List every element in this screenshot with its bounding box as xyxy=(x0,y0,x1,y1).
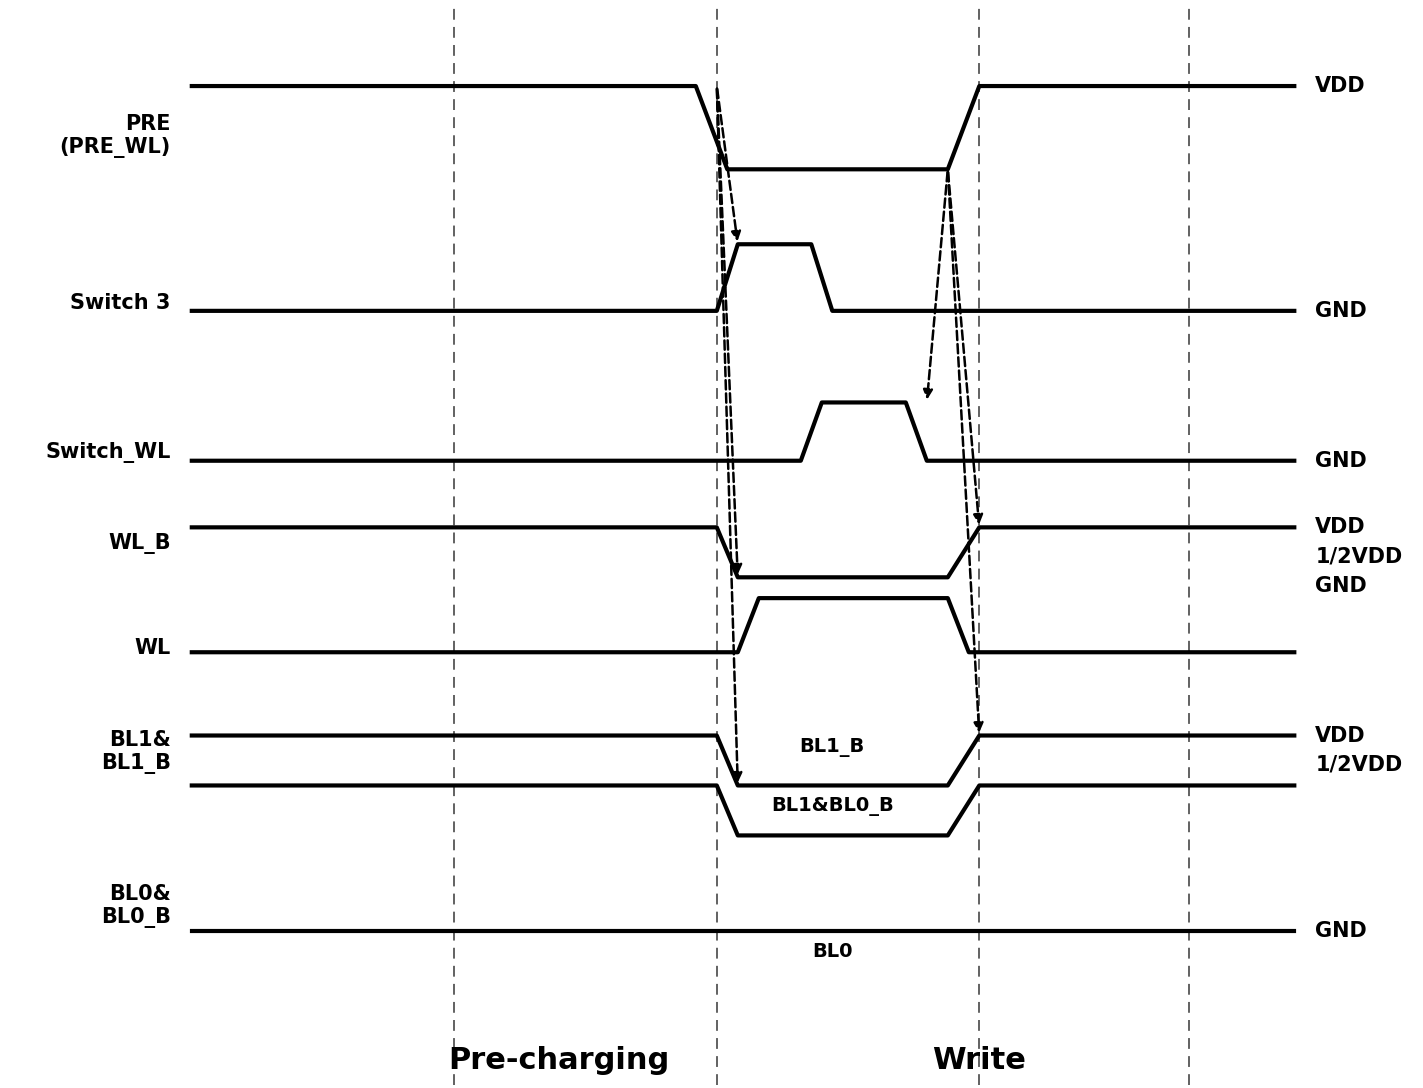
Text: GND: GND xyxy=(1315,576,1368,595)
Text: BL0: BL0 xyxy=(813,942,852,962)
Text: WL_B: WL_B xyxy=(108,533,171,555)
Text: VDD: VDD xyxy=(1315,518,1366,537)
Text: VDD: VDD xyxy=(1315,76,1366,96)
Text: Switch 3: Switch 3 xyxy=(70,293,171,312)
Text: GND: GND xyxy=(1315,450,1368,471)
Text: BL1_B: BL1_B xyxy=(800,739,865,757)
Text: GND: GND xyxy=(1315,301,1368,321)
Text: PRE
(PRE_WL): PRE (PRE_WL) xyxy=(60,114,171,158)
Text: Switch_WL: Switch_WL xyxy=(46,442,171,462)
Text: BL1&BL0_B: BL1&BL0_B xyxy=(771,796,894,816)
Text: 1/2VDD: 1/2VDD xyxy=(1315,546,1403,567)
Text: 1/2VDD: 1/2VDD xyxy=(1315,755,1403,775)
Text: BL1&
BL1_B: BL1& BL1_B xyxy=(101,730,171,775)
Text: BL0&
BL0_B: BL0& BL0_B xyxy=(101,885,171,928)
Text: GND: GND xyxy=(1315,922,1368,941)
Text: WL: WL xyxy=(135,638,171,658)
Text: Pre-charging: Pre-charging xyxy=(448,1046,670,1075)
Text: VDD: VDD xyxy=(1315,726,1366,745)
Text: Write: Write xyxy=(932,1046,1026,1075)
